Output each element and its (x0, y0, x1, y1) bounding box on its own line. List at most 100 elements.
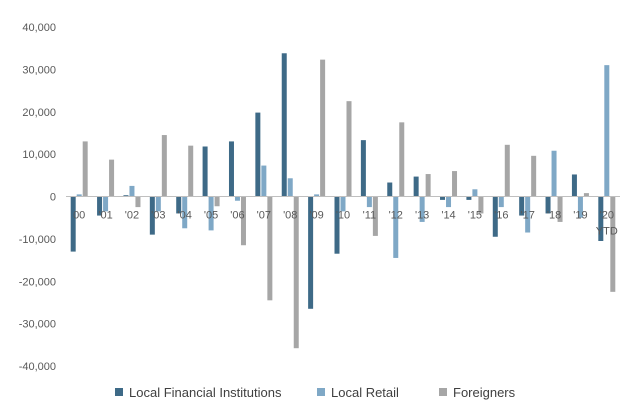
bar-local-financial-institutions (387, 182, 393, 197)
x-tick-label: '09 (309, 210, 323, 222)
y-tick-label: -30,000 (19, 319, 56, 331)
bar-local-financial-institutions (492, 196, 498, 237)
legend-item-foreigners: Foreigners (439, 385, 516, 400)
bar-local-financial-institutions (360, 140, 366, 197)
bar-local-financial-institutions (466, 196, 472, 200)
bar-local-retail (446, 196, 452, 208)
bar-local-retail (498, 196, 504, 208)
bar-local-retail (76, 194, 82, 197)
bar-local-retail (366, 196, 372, 208)
x-tick-label: '15 (468, 210, 482, 222)
bar-foreigners (109, 159, 115, 197)
bar-foreigners (346, 101, 352, 197)
bar-local-retail (604, 65, 610, 197)
legend-swatch (439, 388, 447, 396)
x-tick-label: '20 (600, 210, 614, 222)
bar-foreigners (372, 196, 378, 236)
bar-local-retail (525, 196, 531, 233)
y-tick-label: 40,000 (22, 22, 56, 34)
y-tick-label: 30,000 (22, 64, 56, 76)
bar-local-retail (472, 189, 478, 197)
x-tick-label: '07 (257, 210, 271, 222)
bar-local-retail (577, 196, 583, 218)
x-tick-label: '04 (178, 210, 192, 222)
bar-foreigners (82, 141, 88, 197)
bar-foreigners (583, 193, 589, 197)
x-tick-label: '11 (363, 210, 377, 222)
bar-local-financial-institutions (545, 196, 551, 214)
bar-foreigners (452, 171, 458, 197)
bar-foreigners (610, 196, 616, 292)
bar-local-retail (340, 196, 346, 212)
legend-label: Local Financial Institutions (129, 385, 282, 400)
bar-local-financial-institutions (255, 112, 261, 197)
bar-foreigners (267, 196, 273, 301)
x-tick-label: '12 (389, 210, 403, 222)
bar-local-financial-institutions (123, 195, 129, 197)
bar-local-financial-institutions (334, 196, 340, 254)
bar-local-financial-institutions (202, 146, 208, 197)
bar-local-retail (155, 196, 161, 212)
x-tick-label: '10 (336, 210, 350, 222)
bar-local-retail (393, 196, 399, 258)
bar-foreigners (531, 155, 537, 197)
bar-local-retail (551, 150, 557, 197)
legend-item-local-financial-institutions: Local Financial Institutions (115, 385, 282, 400)
bar-local-financial-institutions (176, 196, 182, 214)
x-tick-label: '03 (151, 210, 165, 222)
bar-local-financial-institutions (598, 196, 604, 241)
y-tick-label: 20,000 (22, 107, 56, 119)
y-tick-label: -20,000 (19, 276, 56, 288)
legend-swatch (115, 388, 123, 396)
legend-label: Foreigners (453, 385, 516, 400)
bar-local-financial-institutions (149, 196, 155, 235)
x-tick-label: 00 (73, 210, 85, 222)
x-tick-label: '06 (230, 210, 244, 222)
x-tick-label: '16 (494, 210, 508, 222)
y-tick-label: -10,000 (19, 234, 56, 246)
bar-foreigners (478, 196, 484, 214)
x-tick-label: '05 (204, 210, 218, 222)
y-tick-label: 10,000 (22, 149, 56, 161)
bar-local-retail (234, 196, 240, 201)
bar-foreigners (188, 145, 194, 197)
bar-local-financial-institutions (571, 174, 577, 197)
bar-foreigners (214, 196, 220, 207)
x-tick-label: '17 (520, 210, 534, 222)
x-tick-label: '19 (573, 210, 587, 222)
legend-swatch (317, 388, 325, 396)
bar-local-retail (129, 185, 135, 197)
bar-local-retail (314, 194, 320, 197)
x-tick-sublabel: YTD (596, 226, 618, 238)
bar-local-retail (419, 196, 425, 222)
bar-local-financial-institutions (281, 53, 287, 197)
y-tick-label: -40,000 (19, 361, 56, 373)
legend-item-local-retail: Local Retail (317, 385, 399, 400)
bar-foreigners (320, 59, 326, 197)
bar-foreigners (504, 144, 510, 197)
bar-local-retail (182, 196, 188, 229)
x-tick-label: '18 (547, 210, 561, 222)
legend-label: Local Retail (331, 385, 399, 400)
legend: Local Financial Institutions Local Retail… (115, 385, 516, 400)
y-tick-label: 0 (50, 192, 56, 204)
bar-local-financial-institutions (440, 196, 446, 200)
x-tick-label: '13 (415, 210, 429, 222)
bar-local-financial-institutions (519, 196, 525, 216)
bar-foreigners (557, 196, 563, 222)
bar-local-retail (261, 165, 267, 197)
x-axis-labels: 00 '01 '02 '03 '04 '05 '06 '07 '08 '09 '10 '11 '12 '1… (73, 210, 618, 238)
x-tick-label: '02 (125, 210, 139, 222)
x-tick-label: '08 (283, 210, 297, 222)
bar-local-financial-institutions (413, 176, 419, 197)
x-tick-label: '14 (441, 210, 455, 222)
bar-local-retail (103, 196, 109, 212)
bar-local-financial-institutions (308, 196, 314, 309)
bar-foreigners (161, 135, 167, 197)
bar-foreigners (135, 196, 141, 208)
bar-foreigners (293, 196, 299, 349)
bar-local-retail (287, 178, 293, 197)
bar-foreigners (425, 174, 431, 197)
bars (70, 53, 616, 349)
